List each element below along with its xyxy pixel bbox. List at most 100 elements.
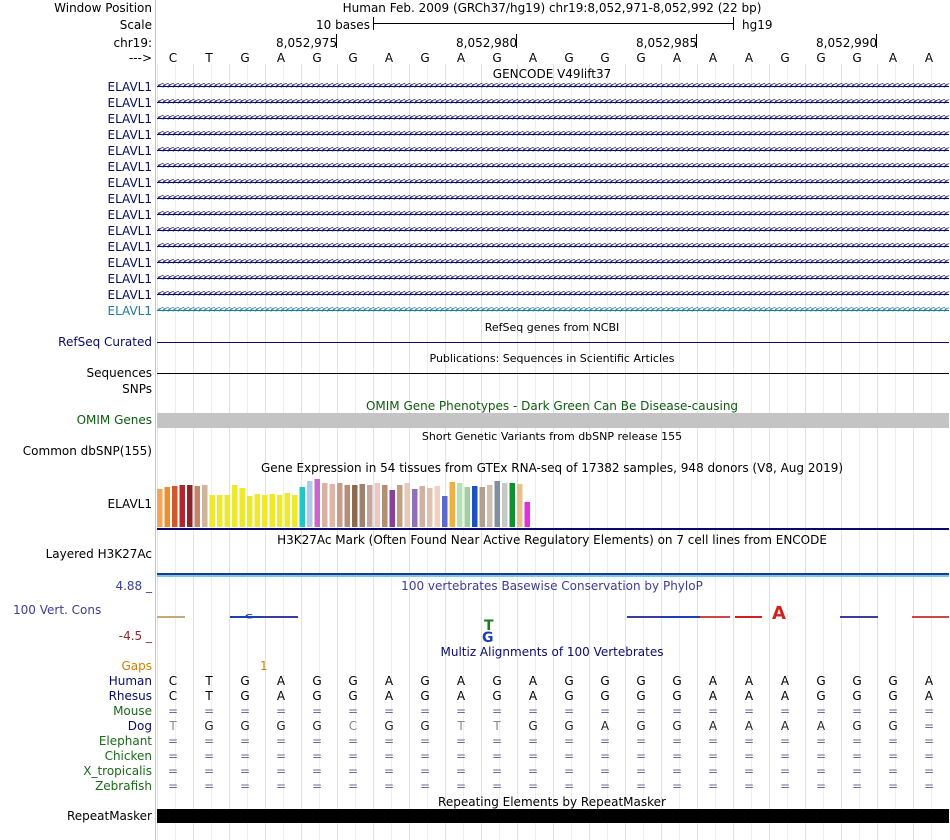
repeatmasker-bar[interactable] [157, 809, 949, 823]
gencode-transcript[interactable] [157, 214, 949, 215]
phylop-score-segment[interactable] [660, 616, 700, 618]
sequences-line[interactable] [157, 373, 949, 374]
gtex-tissue-bar[interactable] [322, 483, 328, 527]
h3k27ac-label[interactable]: Layered H3K27Ac [45, 547, 152, 561]
gtex-tissue-bar[interactable] [382, 485, 388, 527]
gencode-transcript[interactable] [157, 150, 949, 151]
gencode-gene-label[interactable]: ELAVL1 [107, 240, 152, 254]
gtex-tissue-bar[interactable] [179, 485, 186, 527]
gtex-tissue-bar[interactable] [209, 495, 216, 527]
gencode-transcript[interactable] [157, 278, 949, 279]
omim-label[interactable]: OMIM Genes [76, 413, 152, 427]
gtex-tissue-bar[interactable] [502, 483, 508, 527]
publications-title[interactable]: Publications: Sequences in Scientific Ar… [429, 352, 675, 365]
cons-name-label[interactable]: 100 Vert. Cons [13, 603, 102, 617]
gencode-transcript[interactable] [157, 166, 949, 167]
gtex-tissue-bar[interactable] [217, 495, 223, 527]
species-label-mouse[interactable]: Mouse [113, 704, 152, 718]
gtex-tissue-bar[interactable] [352, 485, 358, 527]
gencode-gene-label[interactable]: ELAVL1 [107, 192, 152, 206]
gtex-tissue-bar[interactable] [344, 485, 351, 527]
gtex-tissue-bar[interactable] [299, 487, 306, 527]
gtex-tissue-bar[interactable] [457, 483, 463, 527]
gencode-transcript[interactable] [157, 118, 949, 119]
refseq-title[interactable]: RefSeq genes from NCBI [484, 321, 620, 334]
gtex-tissue-bar[interactable] [232, 485, 238, 527]
gtex-tissue-bar[interactable] [404, 483, 411, 527]
gaps-label[interactable]: Gaps [121, 659, 152, 673]
gencode-gene-label[interactable]: ELAVL1 [107, 80, 152, 94]
gtex-tissue-bar[interactable] [442, 496, 448, 527]
gtex-tissue-bar[interactable] [164, 487, 171, 527]
gencode-transcript[interactable] [157, 262, 949, 263]
gtex-tissue-bar[interactable] [329, 484, 336, 527]
gencode-transcript[interactable] [157, 246, 949, 247]
gtex-tissue-bar[interactable] [157, 489, 163, 527]
gencode-gene-label[interactable]: ELAVL1 [107, 176, 152, 190]
gtex-tissue-bar[interactable] [337, 483, 343, 527]
h3k27ac-signal-2[interactable] [157, 575, 949, 577]
h3k27ac-signal[interactable] [157, 573, 949, 575]
gencode-title[interactable]: GENCODE V49lift37 [492, 67, 612, 81]
gencode-gene-label[interactable]: ELAVL1 [107, 128, 152, 142]
gtex-tissue-bar[interactable] [262, 495, 268, 527]
gtex-tissue-bar[interactable] [194, 486, 201, 527]
gtex-tissue-bar[interactable] [359, 484, 366, 527]
refseq-line[interactable] [157, 342, 949, 343]
gtex-tissue-bar[interactable] [472, 486, 478, 527]
gtex-title[interactable]: Gene Expression in 54 tissues from GTEx … [260, 461, 844, 475]
gtex-tissue-bar[interactable] [224, 495, 231, 527]
phylop-score-segment[interactable] [262, 616, 298, 618]
omim-bar[interactable] [157, 413, 949, 428]
gtex-tissue-bar[interactable] [524, 502, 531, 527]
phylop-score-segment[interactable] [735, 616, 762, 618]
gtex-tissue-bar[interactable] [307, 481, 313, 527]
gencode-gene-label[interactable]: ELAVL1 [107, 256, 152, 270]
gtex-tissue-bar[interactable] [277, 495, 283, 527]
phylop-score-segment[interactable] [840, 616, 878, 618]
phylop-score-segment[interactable] [700, 616, 730, 618]
gtex-tissue-bar[interactable] [517, 484, 523, 527]
repeatmasker-title[interactable]: Repeating Elements by RepeatMasker [438, 795, 666, 809]
gencode-gene-label[interactable]: ELAVL1 [107, 160, 152, 174]
gencode-gene-label[interactable]: ELAVL1 [107, 96, 152, 110]
gencode-transcript[interactable] [157, 182, 949, 183]
snps-label[interactable]: SNPs [122, 382, 152, 396]
gtex-tissue-bar[interactable] [239, 488, 246, 527]
gencode-transcript[interactable] [157, 310, 949, 311]
gtex-tissue-bar[interactable] [292, 495, 298, 527]
gencode-gene-label[interactable]: ELAVL1 [107, 272, 152, 286]
gencode-gene-label[interactable]: ELAVL1 [107, 208, 152, 222]
species-label-chicken[interactable]: Chicken [104, 749, 152, 763]
gtex-gene-label[interactable]: ELAVL1 [107, 497, 152, 511]
gtex-tissue-bar[interactable] [247, 496, 253, 527]
gencode-transcript[interactable] [157, 102, 949, 103]
h3k27ac-title[interactable]: H3K27Ac Mark (Often Found Near Active Re… [277, 533, 827, 547]
gtex-tissue-bar[interactable] [202, 485, 208, 527]
gencode-gene-label[interactable]: ELAVL1 [107, 288, 152, 302]
sequences-label[interactable]: Sequences [86, 366, 152, 380]
multiz-title[interactable]: Multiz Alignments of 100 Vertebrates [440, 645, 664, 659]
gtex-tissue-bar[interactable] [494, 481, 501, 527]
gencode-transcript[interactable] [157, 230, 949, 231]
gtex-tissue-bar[interactable] [412, 489, 418, 527]
species-label-human[interactable]: Human [108, 674, 152, 688]
gtex-tissue-bar[interactable] [269, 494, 276, 527]
common-dbsnp-label[interactable]: Common dbSNP(155) [22, 444, 152, 458]
gtex-tissue-bar[interactable] [314, 479, 321, 527]
phylop-title[interactable]: 100 vertebrates Basewise Conservation by… [401, 579, 703, 593]
gtex-tissue-bar[interactable] [487, 485, 493, 527]
gtex-tissue-bar[interactable] [389, 490, 396, 527]
omim-title[interactable]: OMIM Gene Phenotypes - Dark Green Can Be… [365, 399, 739, 413]
species-label-rhesus[interactable]: Rhesus [108, 689, 152, 703]
species-label-x_tropicalis[interactable]: X_tropicalis [83, 764, 152, 778]
gtex-tissue-bar[interactable] [509, 483, 516, 527]
gtex-tissue-bar[interactable] [427, 488, 433, 527]
gencode-transcript[interactable] [157, 134, 949, 135]
gencode-gene-label[interactable]: ELAVL1 [107, 304, 152, 318]
gtex-tissue-bar[interactable] [254, 494, 261, 527]
phylop-score-segment[interactable] [157, 616, 185, 618]
gtex-tissue-bar[interactable] [187, 485, 193, 527]
dbsnp-title[interactable]: Short Genetic Variants from dbSNP releas… [421, 430, 683, 443]
